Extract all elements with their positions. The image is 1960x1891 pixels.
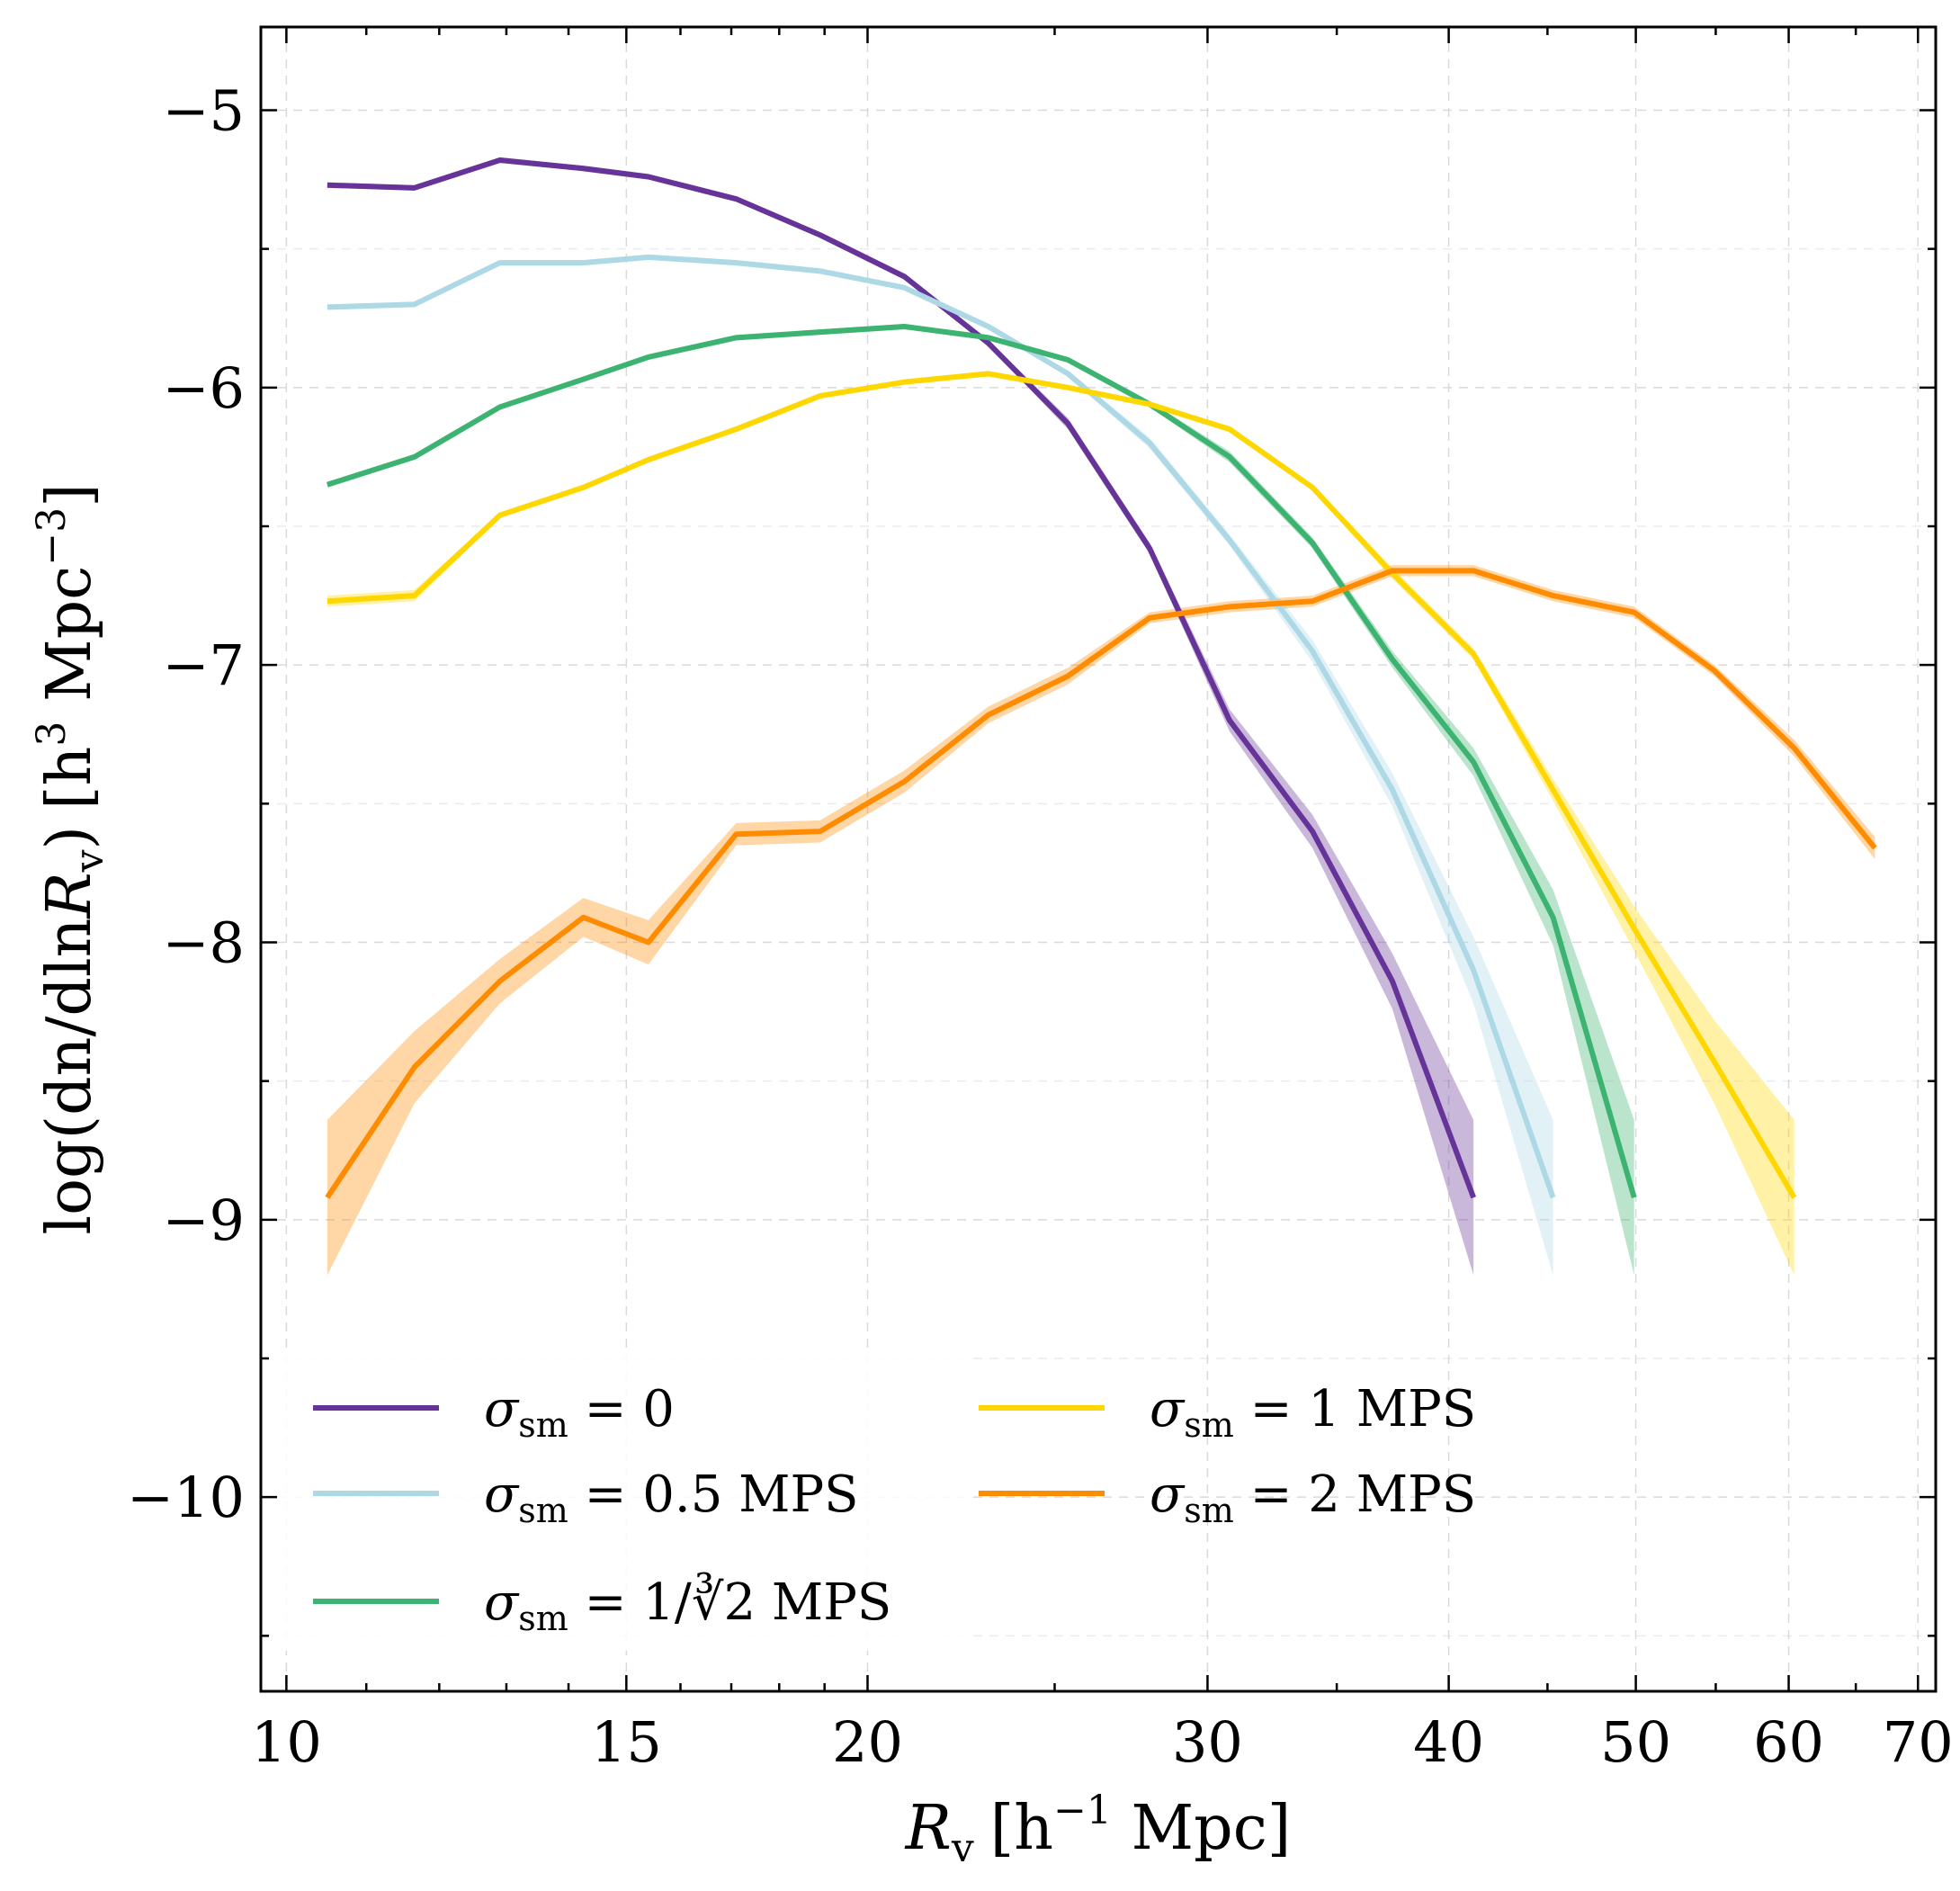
y-tick-labels: −5 −6 −7 −8 −9 −10 [127,78,245,1531]
legend-value: = 1/∛2 MPS [568,1572,892,1632]
x-axis-title: Rv [h−1 Mpc] [904,1788,1292,1871]
series-line-4 [325,568,1877,1199]
legend-symbol: σ [484,1573,520,1632]
legend-symbol: σ [484,1465,520,1524]
series-line-2 [326,324,1637,1199]
axis-ticks [261,27,1936,1691]
series-lines [325,157,1877,1199]
legend-label: σsm = 0 [484,1380,675,1445]
legend-value: = 0.5 MPS [568,1465,859,1524]
y-tick-label: −5 [163,78,245,144]
series-line-1 [327,254,1556,1199]
legend-value: = 1 MPS [1234,1380,1476,1438]
y-tick-label: −7 [163,632,245,698]
x-tick-label: 10 [251,1709,322,1775]
series-line-3 [327,371,1797,1199]
y-tick-label: −10 [127,1465,245,1530]
x-tick-label: 60 [1753,1709,1824,1775]
series-band-4 [327,565,1875,1276]
x-tick-label: 40 [1413,1709,1484,1775]
x-tick-label: 70 [1883,1709,1954,1775]
y-axis-title: log(dn/dlnRv)[h3 Mpc−3] [29,483,112,1234]
series-band-1 [327,254,1553,1276]
legend-symbol: σ [1150,1380,1186,1438]
uncertainty-bands [327,157,1875,1276]
x-tick-label: 20 [832,1709,903,1775]
y-tick-label: −9 [163,1187,245,1253]
plot-frame [259,25,1938,1693]
legend-value: = 0 [568,1380,675,1438]
legend-label: σsm = 1 MPS [1150,1380,1476,1445]
legend-symbol: σ [484,1380,520,1438]
legend-subscript: sm [1184,1491,1234,1530]
y-tick-label: −6 [163,355,245,421]
legend-subscript: sm [1184,1405,1234,1445]
legend-symbol: σ [1150,1465,1186,1524]
legend-subscript: sm [518,1405,568,1445]
legend-label: σsm = 1/∛2 MPS [484,1572,891,1638]
legend-label: σsm = 2 MPS [1150,1465,1476,1530]
x-tick-labels: 10 15 20 30 40 50 60 70 [251,1709,1954,1775]
legend-subscript: sm [518,1491,568,1530]
legend-subscript: sm [518,1599,568,1638]
x-tick-label: 50 [1600,1709,1671,1775]
legend-value: = 2 MPS [1234,1465,1476,1524]
x-tick-label: 30 [1172,1709,1243,1775]
y-tick-label: −8 [163,910,245,976]
legend-label: σsm = 0.5 MPS [484,1465,859,1530]
series-line-0 [327,157,1476,1199]
x-tick-label: 15 [591,1709,662,1775]
